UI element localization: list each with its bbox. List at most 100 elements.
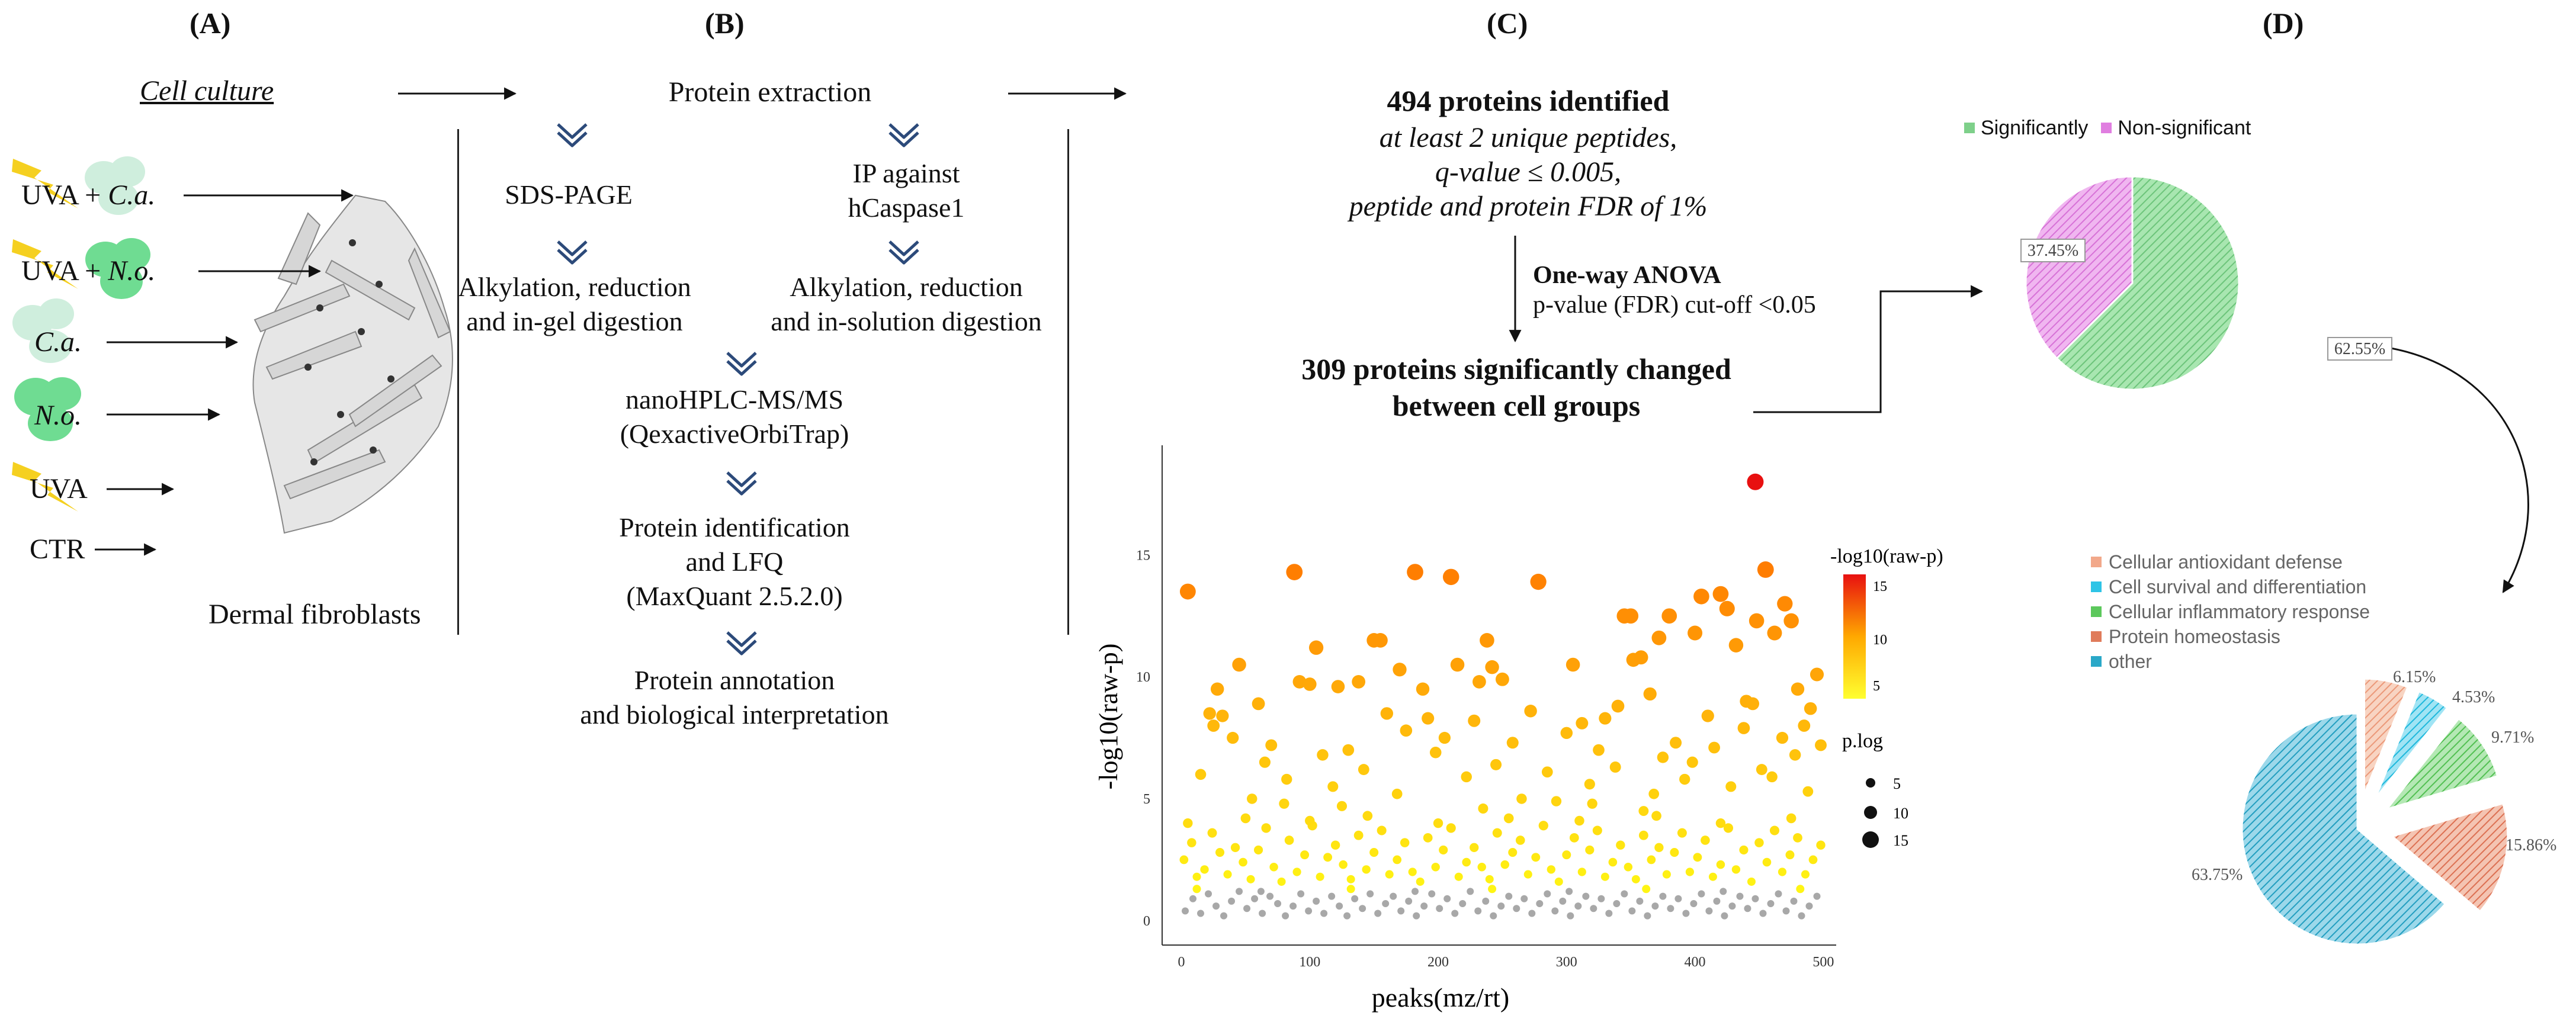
scatter-point	[1216, 709, 1229, 722]
scatter-point	[1239, 857, 1247, 867]
scatter-point	[1643, 687, 1657, 701]
scatter-point	[1374, 910, 1382, 917]
scatter-point	[1454, 872, 1463, 881]
scatter-point	[1667, 905, 1674, 912]
pie2-label-survival: 4.53%	[2452, 688, 2495, 706]
scatter-point	[1593, 744, 1605, 756]
scatter-point	[1497, 902, 1505, 910]
scatter-point	[1530, 573, 1547, 590]
scatter-point	[1712, 586, 1729, 602]
scatter-point	[1766, 771, 1778, 783]
scatter-point	[1416, 877, 1425, 886]
scatter-point	[1801, 870, 1810, 879]
scatter-point	[1459, 900, 1467, 908]
y-tick-label: 0	[1143, 914, 1150, 929]
scatter-point	[1582, 892, 1590, 900]
scatter-point	[1215, 848, 1225, 857]
scatter-point	[1284, 836, 1294, 845]
scatter-point	[1313, 897, 1320, 905]
pie2-legend-item: other	[2091, 649, 2370, 674]
scatter-point	[1428, 890, 1436, 898]
anova-detail: p-value (FDR) cut-off <0.05	[1533, 291, 1816, 319]
scatter-point	[1798, 912, 1805, 920]
scatter-point	[1411, 888, 1419, 895]
dermal-fibroblasts-label: Dermal fibroblasts	[208, 599, 421, 630]
scatter-point	[1802, 786, 1814, 797]
scatter-point	[1358, 764, 1369, 775]
scatter-point	[1805, 902, 1813, 910]
scatter-point	[1183, 818, 1193, 828]
scatter-point	[1536, 900, 1544, 908]
scatter-point	[1624, 863, 1633, 872]
scatter-point	[1485, 660, 1499, 674]
scatter-point	[1192, 872, 1201, 881]
scatter-point	[1515, 836, 1525, 845]
scatter-point	[1651, 630, 1667, 645]
scatter-point	[1336, 902, 1343, 910]
pie2-label-homeostasis: 15.86%	[2506, 836, 2556, 854]
scatter-point	[1785, 850, 1795, 860]
scatter-point	[1490, 759, 1502, 770]
scatter-point	[1747, 877, 1756, 886]
scatter-point	[1605, 910, 1613, 917]
scatter-point	[1566, 888, 1573, 895]
scatter-point	[1261, 823, 1271, 833]
color-legend-tick: 15	[1873, 579, 1887, 595]
legend-swatch	[2091, 606, 2102, 617]
scatter-point	[1182, 907, 1189, 915]
scatter-point	[1443, 895, 1451, 902]
scatter-point	[1236, 888, 1243, 895]
scatter-point	[1253, 845, 1263, 855]
scatter-point	[1569, 833, 1579, 843]
scatter-point	[1251, 895, 1259, 902]
scatter-point	[1728, 902, 1736, 910]
scatter-point	[1297, 890, 1305, 898]
scatter-point	[1369, 848, 1379, 857]
condition-ctr: CTR	[30, 534, 85, 565]
size-legend-label: 10	[1893, 805, 1908, 822]
scatter-point	[1286, 564, 1303, 580]
scatter-point	[1207, 719, 1220, 732]
scatter-point	[1716, 860, 1725, 869]
size-legend-dot	[1864, 806, 1877, 819]
x-tick-label: 400	[1685, 955, 1706, 970]
scatter-point	[1330, 840, 1340, 850]
scatter-point	[1631, 875, 1640, 883]
scatter-point	[1195, 769, 1207, 780]
scatter-point	[1616, 840, 1625, 850]
sds-page-label: SDS-PAGE	[505, 179, 633, 210]
scatter-point	[1393, 663, 1407, 677]
divider-bc	[1067, 129, 1069, 635]
scatter-point	[1657, 751, 1669, 763]
fibroblast-nucleus	[304, 239, 394, 465]
scatter-point	[1538, 821, 1548, 831]
anova-title: One-way ANOVA	[1533, 262, 1721, 289]
significant-count: 309 proteins significantly changed betwee…	[1301, 352, 1731, 422]
scatter-point	[1769, 825, 1779, 836]
scatter-point	[1808, 855, 1818, 865]
scatter-point	[1789, 749, 1801, 761]
pie2-label-other: 63.75%	[2192, 866, 2243, 884]
scatter-point	[1767, 625, 1782, 641]
scatter-point	[1323, 853, 1333, 862]
scatter-point	[1767, 900, 1775, 908]
condition-ca: C.a.	[34, 326, 82, 358]
in-solution-digestion-label: Alkylation, reduction and in-solution dig…	[771, 272, 1042, 336]
ip-hcaspase1-label: IP against hCaspase1	[848, 158, 965, 223]
scatter-point	[1422, 712, 1435, 725]
scatter-point	[1377, 825, 1387, 836]
scatter-point	[1659, 892, 1667, 900]
scatter-point	[1382, 900, 1390, 908]
legend-swatch	[2091, 557, 2102, 567]
pie2-legend-item: Cellular antioxidant defense	[2091, 550, 2370, 574]
arrow-pie1-to-pie2	[2363, 343, 2529, 593]
scatter-point	[1723, 823, 1734, 833]
scatter-point	[1373, 633, 1388, 648]
scatter-point	[1252, 697, 1265, 711]
scatter-point	[1523, 870, 1532, 879]
pie2-legend-item: Cell survival and differentiation	[2091, 574, 2370, 599]
scatter-point	[1786, 813, 1797, 824]
scatter-point	[1506, 737, 1519, 749]
y-tick-label: 10	[1136, 670, 1150, 685]
scatter-point	[1210, 682, 1224, 696]
